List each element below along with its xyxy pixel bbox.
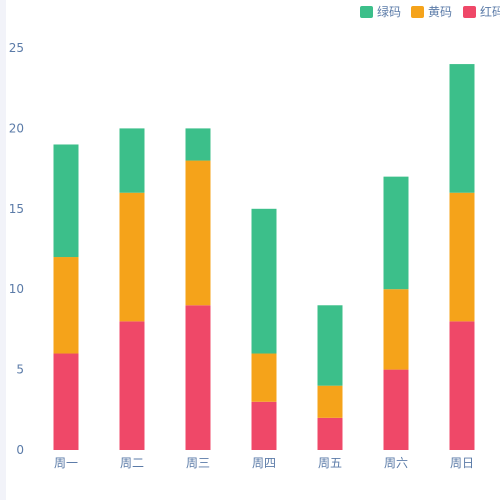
- bar-segment[interactable]: [119, 128, 145, 193]
- y-tick-label: 15: [9, 202, 24, 216]
- x-tick-label: 周一: [54, 456, 78, 470]
- x-axis: 周一 周二 周三 周四 周五 周六 周日: [54, 456, 474, 470]
- x-tick-label: 周日: [450, 456, 474, 470]
- bar-segment[interactable]: [317, 417, 343, 450]
- legend-label[interactable]: 红码: [480, 4, 500, 19]
- bar-segment[interactable]: [53, 353, 79, 450]
- bar-segment[interactable]: [53, 144, 79, 258]
- bar-segment[interactable]: [449, 64, 475, 193]
- bar-segment[interactable]: [53, 257, 79, 354]
- legend-swatch[interactable]: [411, 6, 424, 18]
- bar-segment[interactable]: [449, 192, 475, 322]
- legend: 绿码 黄码 红码: [360, 4, 500, 19]
- bar-segment[interactable]: [185, 160, 211, 306]
- bars: [53, 64, 475, 450]
- x-tick-label: 周三: [186, 456, 210, 470]
- bar-segment[interactable]: [383, 289, 409, 370]
- legend-label[interactable]: 黄码: [428, 5, 452, 19]
- legend-label[interactable]: 绿码: [377, 4, 401, 19]
- bar-segment[interactable]: [119, 192, 145, 322]
- bar-segment[interactable]: [317, 385, 343, 418]
- y-tick-label: 5: [16, 363, 24, 377]
- bar-segment[interactable]: [251, 353, 277, 402]
- bar-segment[interactable]: [185, 128, 211, 161]
- y-tick-label: 10: [9, 282, 24, 296]
- y-tick-label: 20: [9, 121, 24, 135]
- bar-segment[interactable]: [251, 401, 277, 450]
- legend-swatch[interactable]: [463, 6, 476, 18]
- x-tick-label: 周四: [252, 456, 276, 470]
- x-tick-label: 周五: [318, 456, 342, 470]
- y-tick-label: 0: [16, 443, 24, 457]
- y-axis: 0 5 10 15 20 25: [9, 41, 24, 457]
- legend-swatch[interactable]: [360, 6, 373, 18]
- bar-segment[interactable]: [383, 176, 409, 290]
- y-tick-label: 25: [9, 41, 24, 55]
- bar-segment[interactable]: [119, 321, 145, 450]
- bar-segment[interactable]: [317, 305, 343, 386]
- left-edge-strip: [0, 0, 6, 500]
- x-tick-label: 周二: [120, 456, 144, 470]
- bar-segment[interactable]: [383, 369, 409, 450]
- bar-segment[interactable]: [251, 208, 277, 354]
- x-tick-label: 周六: [384, 456, 408, 470]
- bar-segment[interactable]: [449, 321, 475, 450]
- bar-segment[interactable]: [185, 305, 211, 450]
